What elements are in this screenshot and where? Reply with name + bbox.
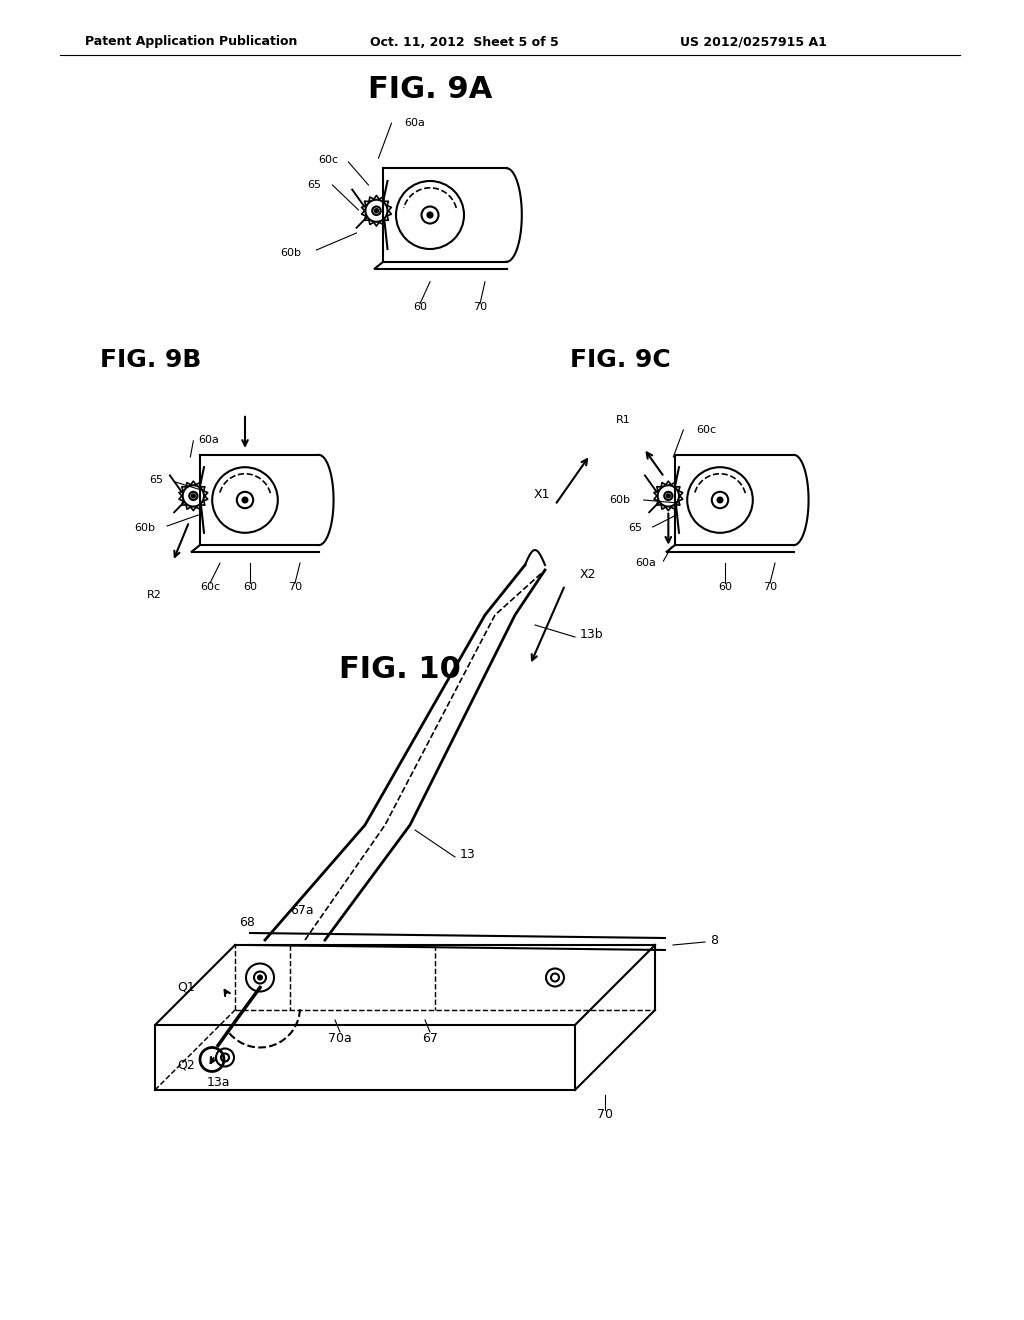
Text: X2: X2 <box>580 569 597 582</box>
Text: X1: X1 <box>534 488 550 502</box>
Text: 60a: 60a <box>636 558 656 568</box>
Text: 60c: 60c <box>318 154 339 165</box>
Text: 70: 70 <box>288 582 302 593</box>
Text: 70a: 70a <box>328 1031 352 1044</box>
Text: 13: 13 <box>460 849 476 862</box>
Text: 65: 65 <box>307 180 322 190</box>
Text: 70: 70 <box>763 582 777 593</box>
Text: FIG. 9C: FIG. 9C <box>570 348 671 372</box>
Text: 60: 60 <box>413 302 427 312</box>
Text: 13a: 13a <box>206 1076 229 1089</box>
Text: 65: 65 <box>628 523 642 533</box>
Text: FIG. 9A: FIG. 9A <box>368 75 493 104</box>
Circle shape <box>258 975 262 979</box>
Text: 60: 60 <box>243 582 257 593</box>
Text: 60b: 60b <box>134 523 155 533</box>
Text: 8: 8 <box>710 933 718 946</box>
Circle shape <box>667 494 670 498</box>
Text: 13b: 13b <box>580 628 603 642</box>
Text: 70: 70 <box>473 302 487 312</box>
Text: 60b: 60b <box>609 495 630 506</box>
Text: Q1: Q1 <box>177 981 195 994</box>
Text: 60a: 60a <box>404 119 425 128</box>
Text: FIG. 10: FIG. 10 <box>339 656 461 685</box>
Text: 67a: 67a <box>290 903 313 916</box>
Text: Oct. 11, 2012  Sheet 5 of 5: Oct. 11, 2012 Sheet 5 of 5 <box>370 36 559 49</box>
Circle shape <box>191 494 195 498</box>
Text: 65: 65 <box>150 475 163 484</box>
Text: FIG. 9B: FIG. 9B <box>100 348 202 372</box>
Text: 68: 68 <box>240 916 255 929</box>
Circle shape <box>243 498 248 503</box>
Circle shape <box>718 498 723 503</box>
Text: Q2: Q2 <box>177 1059 195 1072</box>
Text: 60c: 60c <box>200 582 220 593</box>
Text: R1: R1 <box>615 414 631 425</box>
Text: 60c: 60c <box>696 425 717 434</box>
Text: R2: R2 <box>146 590 162 601</box>
Text: 60a: 60a <box>199 434 219 445</box>
Text: 60: 60 <box>718 582 732 593</box>
Text: Patent Application Publication: Patent Application Publication <box>85 36 297 49</box>
Circle shape <box>427 213 432 218</box>
Text: 70: 70 <box>597 1109 613 1122</box>
Text: 60b: 60b <box>281 248 301 257</box>
Text: 67: 67 <box>422 1031 438 1044</box>
Text: US 2012/0257915 A1: US 2012/0257915 A1 <box>680 36 826 49</box>
Circle shape <box>375 209 378 213</box>
